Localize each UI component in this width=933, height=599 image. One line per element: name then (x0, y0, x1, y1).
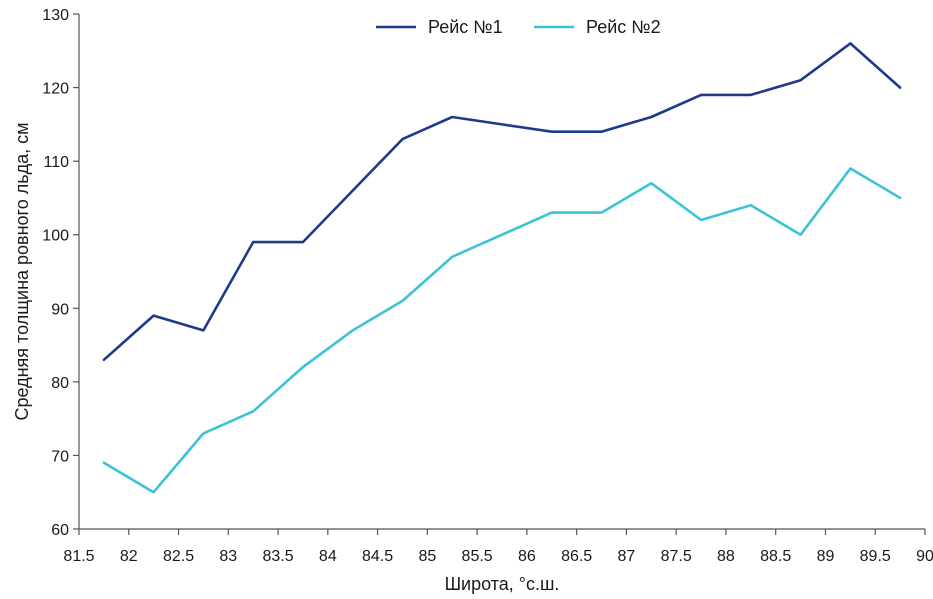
x-tick-label: 88 (717, 548, 735, 565)
y-tick-label: 100 (42, 228, 69, 245)
x-tick-label: 90 (916, 548, 933, 565)
y-tick-label: 120 (42, 81, 69, 98)
x-tick-label: 85.5 (462, 548, 493, 565)
series-line-2 (102, 167, 902, 494)
x-axis-title: Широта, °с.ш. (445, 574, 560, 594)
legend-label-2: Рейс №2 (586, 17, 661, 37)
x-tick-label: 83.5 (262, 548, 293, 565)
series-layer (102, 42, 902, 494)
y-tick-label: 110 (43, 154, 69, 171)
x-tick-label: 88.5 (760, 548, 791, 565)
x-tick-label: 87 (618, 548, 636, 565)
series-line-1 (102, 42, 902, 362)
axes (78, 14, 925, 530)
y-ticks: 60 70 80 90 100 110 120 130 (42, 7, 79, 539)
x-tick-label: 86 (518, 548, 536, 565)
x-tick-label: 89 (817, 548, 835, 565)
legend-label-1: Рейс №1 (428, 17, 503, 37)
y-tick-label: 70 (51, 448, 69, 465)
x-tick-label: 81.5 (63, 548, 94, 565)
x-tick-label: 83 (219, 548, 237, 565)
y-tick-label: 90 (51, 301, 69, 318)
x-tick-label: 89.5 (860, 548, 891, 565)
x-tick-label: 84.5 (362, 548, 393, 565)
y-axis-title: Средняя толщина ровного льда, см (12, 122, 32, 420)
y-tick-label: 80 (51, 375, 69, 392)
x-tick-label: 82.5 (163, 548, 194, 565)
y-tick-label: 60 (51, 522, 69, 539)
x-tick-label: 87.5 (661, 548, 692, 565)
x-tick-label: 82 (120, 548, 138, 565)
legend: Рейс №1 Рейс №2 (376, 17, 661, 37)
x-ticks: 81.5 82 82.5 83 83.5 84 84.5 85 85.5 86 86.5 87 87.5… (63, 529, 933, 565)
x-tick-label: 85 (418, 548, 436, 565)
x-tick-label: 86.5 (561, 548, 592, 565)
x-tick-label: 84 (319, 548, 337, 565)
y-tick-label: 130 (42, 7, 69, 24)
